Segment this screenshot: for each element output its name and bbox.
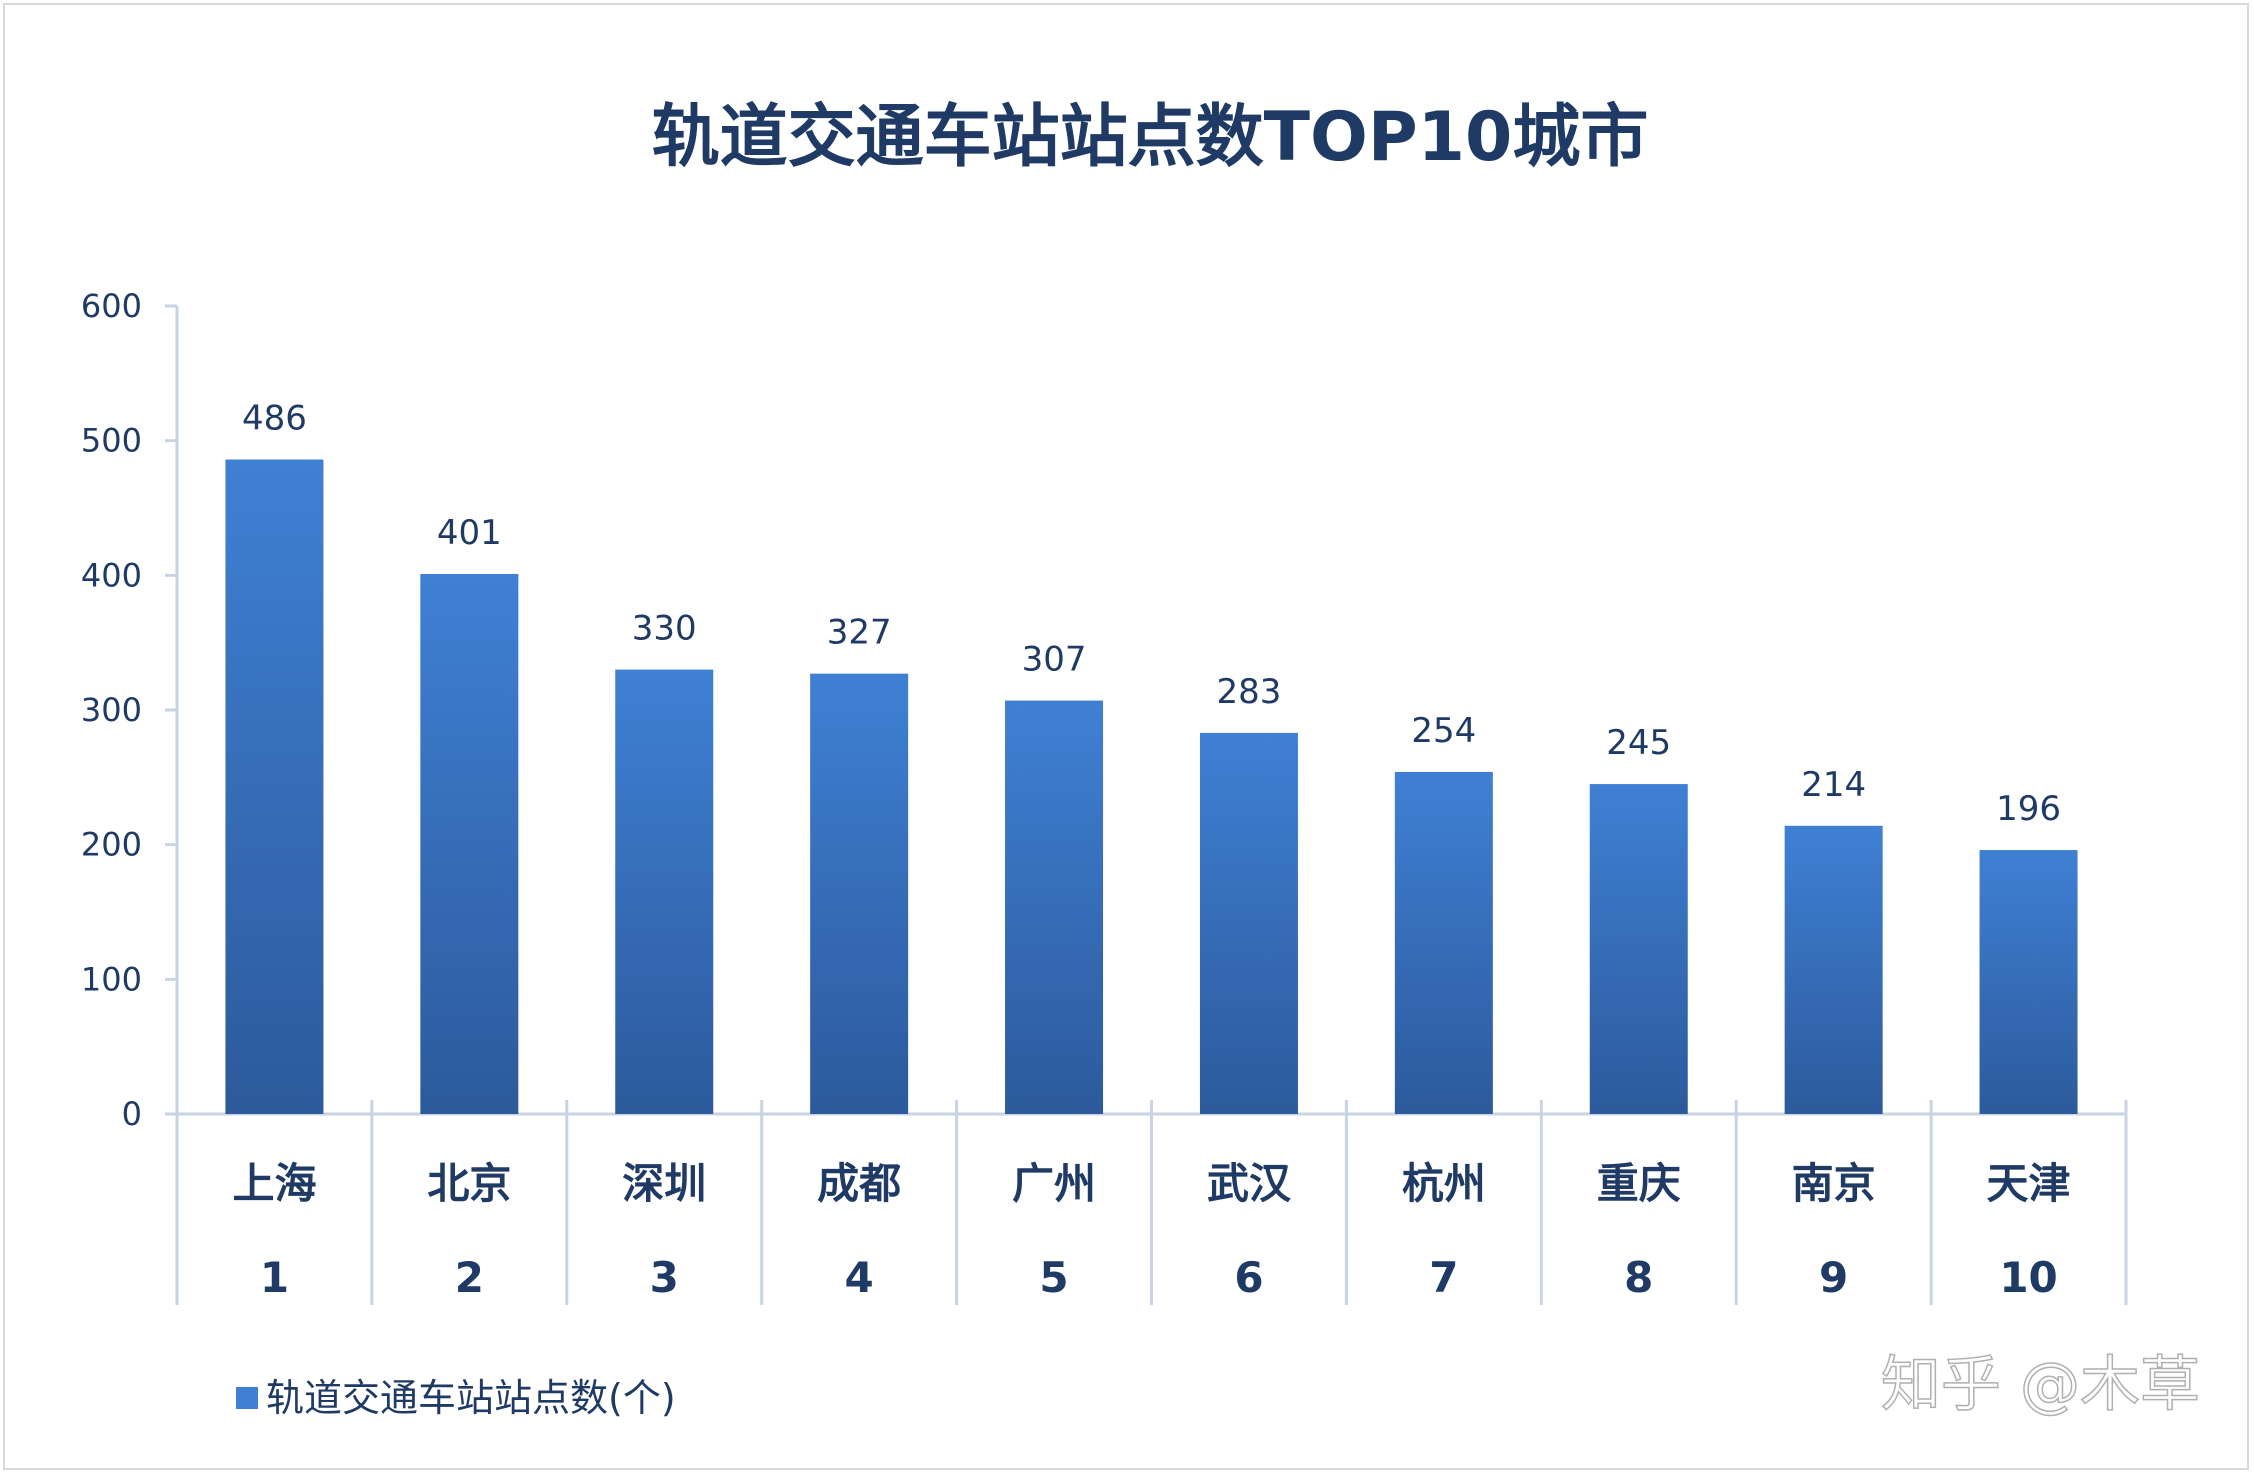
data-label: 245: [1606, 723, 1671, 763]
rank-label: 7: [1429, 1253, 1458, 1302]
bar: [1005, 700, 1104, 1114]
rank-label: 10: [1999, 1253, 2057, 1302]
rank-label: 6: [1234, 1253, 1263, 1302]
watermark-text: 知乎 @木草: [1881, 1350, 2200, 1420]
bar: [1784, 825, 1883, 1114]
y-tick-label: 300: [81, 691, 142, 729]
data-label: 214: [1801, 765, 1866, 805]
bar: [1199, 732, 1298, 1114]
data-label: 254: [1411, 711, 1476, 751]
bar: [225, 459, 324, 1114]
y-tick-label: 400: [81, 556, 142, 594]
y-tick-label: 500: [81, 422, 142, 460]
data-label: 327: [827, 613, 892, 653]
data-label: 401: [437, 513, 502, 553]
rank-label: 3: [650, 1253, 679, 1302]
y-tick-label: 600: [81, 287, 142, 325]
data-label: 486: [242, 399, 307, 439]
rank-label: 1: [260, 1253, 289, 1302]
legend-label: 轨道交通车站站点数(个): [266, 1376, 676, 1420]
bar: [1394, 771, 1493, 1114]
legend: 轨道交通车站站点数(个): [236, 1376, 676, 1420]
category-label: 成都: [817, 1159, 901, 1208]
category-label: 上海: [232, 1159, 316, 1208]
bars: 486 401 330 327 307 283 254 245 214 196: [225, 399, 2078, 1114]
data-label: 283: [1216, 672, 1281, 712]
rank-label: 8: [1624, 1253, 1653, 1302]
bar: [420, 573, 519, 1114]
category-label: 北京: [427, 1159, 511, 1208]
bar: [810, 673, 909, 1114]
data-label: 196: [1996, 789, 2061, 829]
rank-label: 2: [455, 1253, 484, 1302]
category-label: 南京: [1792, 1159, 1876, 1208]
legend-swatch: [236, 1387, 258, 1409]
data-label: 330: [632, 609, 697, 649]
rank-label: 4: [845, 1253, 874, 1302]
y-tick-label: 100: [81, 960, 142, 998]
rank-label: 9: [1819, 1253, 1848, 1302]
category-label: 武汉: [1207, 1159, 1292, 1208]
category-label: 重庆: [1597, 1159, 1681, 1208]
chart-frame: [3, 3, 2249, 1470]
data-label: 307: [1022, 640, 1087, 680]
bar: [1979, 850, 2078, 1114]
category-label: 广州: [1012, 1159, 1096, 1208]
bar: [615, 669, 714, 1114]
category-label: 深圳: [622, 1159, 706, 1208]
y-tick-label: 0: [122, 1095, 142, 1133]
bar: [1589, 784, 1688, 1114]
category-label: 杭州: [1402, 1159, 1486, 1208]
chart-title: 轨道交通车站站点数TOP10城市: [652, 98, 1649, 177]
axes: 0 100 200 300 400 500 600 上海 1 北京 2 深圳 3 成都 4 广州 5 武汉 6 杭州 7…: [81, 287, 2128, 1305]
category-label: 天津: [1987, 1159, 2071, 1208]
rank-label: 5: [1039, 1253, 1068, 1302]
y-tick-label: 200: [81, 826, 142, 864]
